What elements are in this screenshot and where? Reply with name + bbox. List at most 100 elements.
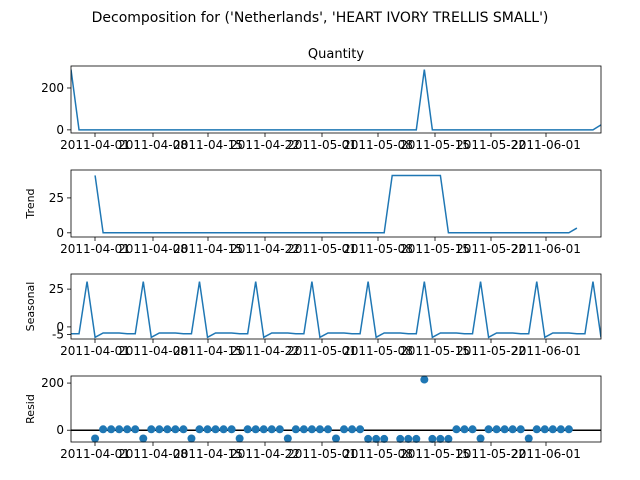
axes-frame <box>70 375 602 443</box>
axes-frame <box>70 273 602 340</box>
resid-point <box>452 425 461 434</box>
resid-point <box>275 425 284 434</box>
resid-point <box>484 425 493 434</box>
resid-point <box>556 425 565 434</box>
x-tick-label: 2011-05-08 <box>343 344 413 358</box>
x-tick-label: 2011-05-08 <box>343 138 413 152</box>
resid-point <box>396 434 405 443</box>
resid-point <box>227 425 236 434</box>
resid-point <box>468 425 477 434</box>
y-axis-label: Seasonal <box>24 282 37 332</box>
y-axis-label: Trend <box>24 188 37 219</box>
x-tick-label: 2011-04-22 <box>230 344 300 358</box>
resid-point <box>171 425 180 434</box>
y-tick-label: 0 <box>56 226 64 240</box>
x-tick-label: 2011-05-08 <box>343 242 413 256</box>
panel-trend: Trend0252011-04-012011-04-082011-04-1520… <box>24 169 602 256</box>
y-tick-label: 200 <box>41 81 64 95</box>
resid-point <box>323 425 332 434</box>
resid-point <box>267 425 276 434</box>
x-tick-label: 2011-06-01 <box>511 447 581 461</box>
resid-point <box>91 434 100 443</box>
x-tick-label: 2011-06-01 <box>511 344 581 358</box>
resid-point <box>299 425 308 434</box>
resid-point <box>131 425 140 434</box>
x-tick-label: 2011-04-08 <box>118 344 188 358</box>
resid-point <box>99 425 108 434</box>
x-tick-label: 2011-05-22 <box>456 242 526 256</box>
resid-point <box>340 425 349 434</box>
x-tick-label: 2011-04-08 <box>118 447 188 461</box>
x-tick-label: 2011-04-15 <box>173 447 243 461</box>
resid-point <box>211 425 220 434</box>
resid-point <box>147 425 156 434</box>
resid-point <box>195 425 204 434</box>
x-tick-label: 2011-05-01 <box>287 447 357 461</box>
x-tick-label: 2011-05-22 <box>456 447 526 461</box>
resid-point <box>460 425 469 434</box>
axes-frame <box>70 65 602 134</box>
x-tick-label: 2011-04-15 <box>173 344 243 358</box>
resid-point <box>420 375 429 384</box>
x-tick-label: 2011-05-15 <box>400 344 470 358</box>
resid-point <box>307 425 316 434</box>
x-tick-label: 2011-04-01 <box>60 242 130 256</box>
resid-point <box>516 425 525 434</box>
resid-point <box>259 425 268 434</box>
resid-point <box>187 434 196 443</box>
resid-point <box>139 434 148 443</box>
resid-point <box>428 434 437 443</box>
resid-point <box>500 425 509 434</box>
x-tick-label: 2011-04-15 <box>173 242 243 256</box>
resid-point <box>283 434 292 443</box>
resid-point <box>291 425 300 434</box>
x-tick-label: 2011-04-01 <box>60 344 130 358</box>
resid-point <box>155 425 164 434</box>
x-tick-label: 2011-05-01 <box>287 138 357 152</box>
figure-title: Decomposition for ('Netherlands', 'HEART… <box>92 10 549 26</box>
x-tick-label: 2011-06-01 <box>511 242 581 256</box>
resid-point <box>123 425 132 434</box>
resid-point <box>444 434 453 443</box>
resid-point <box>540 425 549 434</box>
x-tick-label: 2011-04-01 <box>60 447 130 461</box>
x-tick-label: 2011-04-22 <box>230 447 300 461</box>
panels: Quantity02002011-04-012011-04-082011-04-… <box>24 47 602 461</box>
resid-point <box>235 434 244 443</box>
y-tick-label: 25 <box>49 282 64 296</box>
observed-series-line <box>71 69 601 131</box>
x-tick-label: 2011-04-01 <box>60 138 130 152</box>
y-tick-label: 25 <box>49 191 64 205</box>
y-tick-label: -5 <box>52 327 64 341</box>
resid-point <box>404 434 413 443</box>
resid-point <box>532 425 541 434</box>
resid-point <box>243 425 252 434</box>
x-tick-label: 2011-04-08 <box>118 138 188 152</box>
x-tick-label: 2011-04-22 <box>230 242 300 256</box>
y-tick-label: 0 <box>56 423 64 437</box>
resid-point <box>508 425 517 434</box>
resid-point <box>436 434 445 443</box>
y-axis-label: Resid <box>24 394 37 424</box>
y-tick-label: 0 <box>56 320 64 334</box>
panel-title: Quantity <box>308 47 364 62</box>
x-tick-label: 2011-05-15 <box>400 242 470 256</box>
seasonal-series-line <box>71 281 601 339</box>
resid-point <box>179 425 188 434</box>
resid-point <box>476 434 485 443</box>
y-tick-label: 0 <box>56 123 64 137</box>
x-tick-label: 2011-05-15 <box>400 138 470 152</box>
resid-point <box>548 425 557 434</box>
resid-point <box>372 434 381 443</box>
resid-point <box>107 425 116 434</box>
x-tick-label: 2011-05-22 <box>456 344 526 358</box>
resid-point <box>492 425 501 434</box>
resid-point <box>163 425 172 434</box>
x-tick-label: 2011-04-08 <box>118 242 188 256</box>
resid-point <box>364 434 373 443</box>
x-tick-label: 2011-04-22 <box>230 138 300 152</box>
resid-point <box>356 425 365 434</box>
y-tick-label: 200 <box>41 376 64 390</box>
